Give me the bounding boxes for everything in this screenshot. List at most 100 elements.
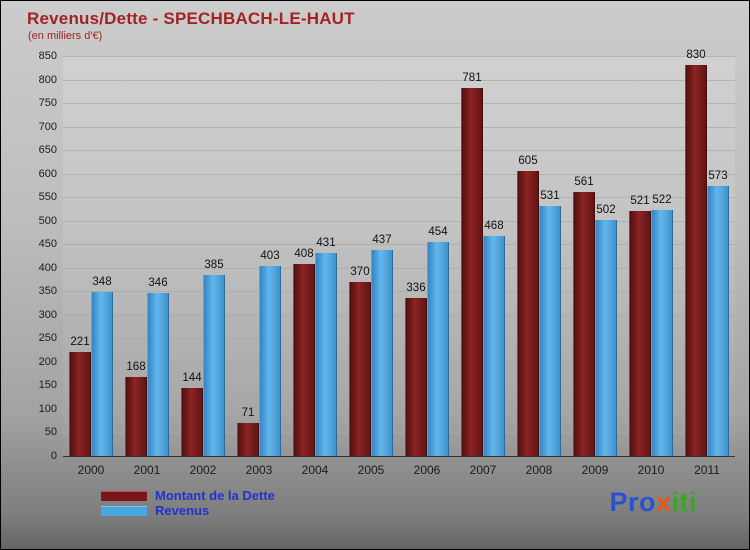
value-label-revenus-2002: 385 (204, 258, 224, 271)
y-tick-label: 400 (38, 261, 57, 274)
value-label-dette-2006: 336 (406, 281, 426, 294)
bar-dette-2000 (69, 352, 91, 456)
legend-swatch-revenus (101, 505, 147, 516)
bar-revenus-2006 (427, 242, 449, 456)
bar-dette-2011 (685, 65, 707, 456)
gridline (63, 220, 735, 222)
bar-dette-2004 (293, 264, 315, 456)
gridline (63, 244, 735, 246)
bar-dette-2007 (461, 88, 483, 456)
y-tick-label: 50 (44, 426, 57, 439)
value-label-revenus-2004: 431 (316, 237, 336, 250)
y-tick-label: 200 (38, 355, 57, 368)
legend-item-revenus: Revenus (101, 503, 275, 518)
value-label-revenus-2008: 531 (540, 190, 560, 203)
x-tick-label-2006: 2006 (413, 463, 441, 477)
bar-dette-2010 (629, 210, 651, 456)
bar-revenus-2003 (259, 266, 281, 456)
x-tick-label-2002: 2002 (189, 463, 217, 477)
gridline (63, 408, 735, 410)
gridline (63, 197, 735, 199)
value-label-revenus-2003: 403 (260, 250, 280, 263)
legend-label-revenus: Revenus (155, 503, 210, 518)
value-label-revenus-2009: 502 (596, 203, 616, 216)
x-tick-label-2003: 2003 (245, 463, 273, 477)
legend-swatch-dette (101, 490, 147, 501)
gridline (63, 79, 735, 81)
y-tick-label: 0 (50, 450, 57, 462)
gridline (63, 338, 735, 340)
bar-revenus-2001 (147, 293, 169, 456)
gridline (63, 103, 735, 105)
value-label-dette-2004: 408 (294, 248, 314, 260)
y-tick-label: 550 (38, 191, 57, 204)
x-tick-label-2008: 2008 (525, 463, 553, 477)
value-label-dette-2010: 521 (630, 194, 650, 207)
value-label-dette-2001: 168 (126, 360, 146, 373)
legend: Montant de la Dette Revenus (101, 488, 275, 518)
y-tick-label: 450 (38, 238, 57, 251)
x-tick-label-2007: 2007 (469, 463, 497, 477)
logo-part-iti: iti (671, 487, 697, 517)
x-tick-label-2009: 2009 (581, 463, 609, 477)
y-tick-label: 100 (38, 402, 57, 415)
chart-title: Revenus/Dette - SPECHBACH-LE-HAUT (27, 9, 355, 28)
value-label-dette-2009: 561 (574, 176, 594, 188)
y-tick-label: 800 (38, 73, 57, 86)
value-label-dette-2007: 781 (462, 72, 482, 85)
proxiti-logo: Proxiti (609, 487, 697, 518)
logo-part-pro: Pro (609, 487, 656, 517)
bar-revenus-2002 (203, 274, 225, 456)
bar-revenus-2005 (371, 250, 393, 456)
bar-dette-2003 (237, 422, 259, 456)
value-label-dette-2011: 830 (686, 49, 706, 62)
chart-subtitle: (en milliers d'€) (28, 30, 103, 42)
bar-revenus-2004 (315, 253, 337, 456)
gridline (63, 56, 735, 57)
value-label-revenus-2006: 454 (428, 226, 448, 239)
bar-revenus-2010 (651, 210, 673, 456)
legend-label-dette: Montant de la Dette (155, 488, 275, 503)
value-label-revenus-2010: 522 (652, 194, 672, 207)
value-label-dette-2003: 71 (241, 406, 255, 419)
gridline (63, 150, 735, 152)
value-label-revenus-2000: 348 (92, 276, 112, 289)
y-tick-label: 500 (38, 214, 57, 227)
gridline (63, 314, 735, 316)
y-tick-label: 700 (38, 120, 57, 133)
value-label-dette-2008: 605 (518, 155, 538, 168)
value-label-revenus-2007: 468 (484, 219, 504, 232)
gridline (63, 385, 735, 387)
y-tick-label: 750 (38, 97, 57, 110)
value-label-dette-2005: 370 (350, 265, 370, 278)
x-tick-label-2010: 2010 (637, 463, 665, 477)
y-tick-label: 350 (38, 285, 57, 298)
bar-revenus-2011 (707, 186, 729, 456)
value-label-revenus-2001: 346 (148, 277, 168, 290)
bar-dette-2008 (517, 171, 539, 456)
logo-part-x: x (655, 487, 672, 517)
bar-dette-2002 (181, 388, 203, 456)
bar-revenus-2007 (483, 235, 505, 456)
x-tick-label-2005: 2005 (357, 463, 385, 477)
y-tick-label: 300 (38, 308, 57, 321)
value-label-revenus-2005: 437 (372, 234, 392, 247)
x-tick-label-2001: 2001 (133, 463, 161, 477)
gridline (63, 267, 735, 269)
y-tick-label: 150 (38, 379, 57, 392)
value-label-dette-2002: 144 (182, 372, 202, 385)
y-tick-label: 600 (38, 167, 57, 180)
bar-dette-2001 (125, 376, 147, 456)
x-tick-label-2011: 2011 (694, 463, 720, 477)
y-tick-label: 850 (38, 50, 57, 62)
legend-item-dette: Montant de la Dette (101, 488, 275, 503)
gridline (63, 126, 735, 128)
x-axis-line (63, 456, 735, 457)
y-tick-label: 250 (38, 332, 57, 345)
bar-revenus-2008 (539, 206, 561, 456)
bar-revenus-2009 (595, 219, 617, 456)
gridline (63, 432, 735, 434)
bar-revenus-2000 (91, 292, 113, 456)
gridline (63, 173, 735, 175)
